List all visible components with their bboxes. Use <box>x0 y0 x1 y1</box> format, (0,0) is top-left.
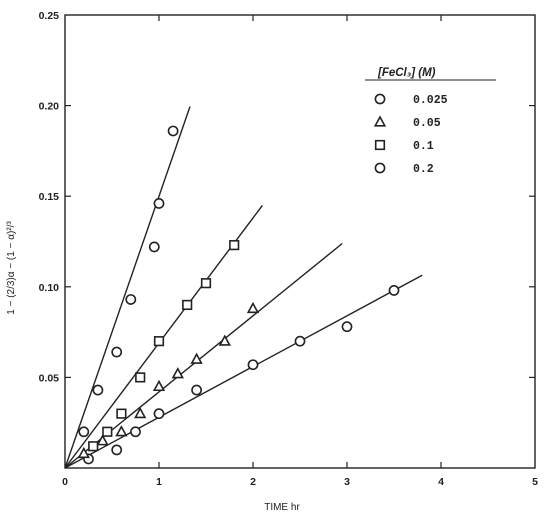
fit-line <box>64 274 423 469</box>
data-point <box>116 408 127 419</box>
legend-marker <box>374 93 386 105</box>
plot-frame <box>64 14 536 469</box>
data-point <box>171 367 184 379</box>
data-point <box>134 406 147 419</box>
legend-label: 0.2 <box>413 163 434 176</box>
data-point <box>190 352 203 364</box>
y-tick-label: 0.20 <box>39 101 60 113</box>
legend-label: 0.025 <box>413 94 448 107</box>
data-point <box>388 285 400 296</box>
data-point <box>246 301 260 314</box>
legend-marker <box>374 162 386 174</box>
legend-marker <box>373 115 387 127</box>
data-point <box>135 372 146 383</box>
x-tick-label: 4 <box>438 476 444 488</box>
data-point <box>88 441 99 452</box>
axes <box>64 14 536 469</box>
data-point <box>294 335 306 347</box>
legend-label: 0.05 <box>413 117 441 130</box>
data-point <box>148 241 160 253</box>
data-point <box>229 240 240 251</box>
legend-label: 0.1 <box>413 140 434 153</box>
x-ticks: 0 1 2 3 4 5 <box>62 15 538 488</box>
data-point <box>92 384 104 396</box>
data-point <box>153 198 165 209</box>
x-tick-label: 1 <box>156 476 162 488</box>
data-point <box>167 125 179 137</box>
y-tick-label: 0.05 <box>39 372 60 384</box>
x-tick-label: 3 <box>344 476 350 488</box>
data-point <box>115 425 128 437</box>
data-point <box>247 359 259 371</box>
data-point <box>341 321 353 333</box>
data-point <box>153 336 165 347</box>
x-tick-label: 5 <box>532 476 538 488</box>
data-point <box>78 426 90 438</box>
data-point <box>125 294 137 305</box>
data-point <box>200 278 212 289</box>
data-point <box>111 346 123 358</box>
data-point <box>130 426 141 438</box>
x-axis-label: TIME hr <box>264 502 300 513</box>
x-tick-label: 0 <box>62 476 68 488</box>
y-ticks: 0.05 0.10 0.15 0.20 0.25 <box>39 10 535 384</box>
data-point <box>102 426 113 437</box>
y-tick-label: 0.25 <box>39 10 60 22</box>
data-point <box>191 384 202 396</box>
data-points <box>77 125 400 465</box>
data-point <box>152 379 166 392</box>
fit-line <box>64 106 191 469</box>
y-tick-label: 0.15 <box>39 191 60 203</box>
x-tick-label: 2 <box>250 476 256 488</box>
legend-title: [FeCl₃] (M) <box>377 67 436 79</box>
legend-items: 0.025 0.05 0.1 0.2 <box>373 93 448 176</box>
data-point <box>77 446 90 459</box>
y-axis-label: 1 − (2/3)α − (1 − α)²/³ <box>6 221 17 315</box>
data-point <box>218 334 231 346</box>
legend-marker <box>374 139 386 151</box>
data-point <box>182 299 193 311</box>
legend: [FeCl₃] (M) 0.025 0.05 0.1 0.2 <box>365 67 496 176</box>
data-point <box>153 408 165 420</box>
y-tick-label: 0.10 <box>39 282 60 294</box>
data-point <box>111 444 123 456</box>
data-point <box>96 434 109 446</box>
